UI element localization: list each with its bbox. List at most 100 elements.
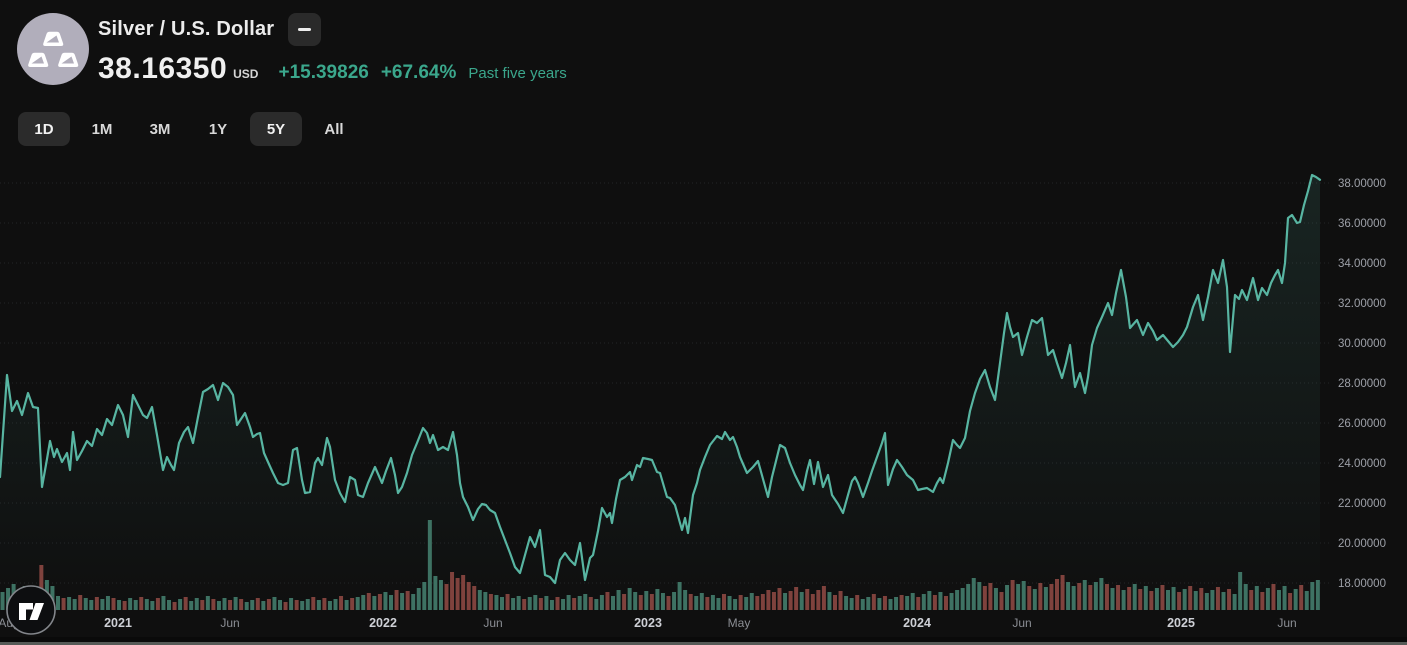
y-axis-label: 22.00000 [1338, 498, 1386, 510]
volume-bar [705, 597, 710, 610]
volume-bar [122, 601, 127, 610]
range-button-1m[interactable]: 1M [76, 112, 128, 146]
volume-bar [0, 592, 5, 610]
volume-bar [389, 595, 393, 610]
volume-bar [1143, 586, 1148, 610]
price-change-absolute: +15.39826 [278, 62, 369, 83]
volume-bar [1016, 584, 1021, 610]
volume-bar [183, 597, 188, 610]
volume-bar [988, 583, 993, 610]
volume-bar [916, 597, 921, 610]
volume-bar [866, 597, 871, 610]
volume-bar [1055, 579, 1059, 610]
volume-bar [1160, 585, 1165, 610]
range-button-all[interactable]: All [308, 112, 360, 146]
volume-bar [438, 580, 443, 610]
volume-bar [155, 598, 160, 610]
y-axis-label: 32.00000 [1338, 298, 1386, 310]
range-button-3m[interactable]: 3M [134, 112, 186, 146]
volume-bar [649, 594, 654, 610]
volume-bar [699, 593, 704, 610]
volume-bar [744, 597, 749, 610]
volume-bar [1121, 590, 1126, 610]
volume-bar [100, 599, 105, 610]
volume-bar [677, 582, 682, 610]
y-axis-label: 26.00000 [1338, 418, 1386, 430]
volume-bar [1249, 590, 1254, 610]
volume-bar [422, 582, 427, 610]
volume-bar [727, 596, 732, 610]
volume-bar [794, 587, 799, 610]
volume-bar [350, 598, 355, 610]
volume-bar [1177, 592, 1182, 610]
volume-bar [111, 598, 116, 610]
volume-bar [982, 586, 987, 610]
tradingview-logo[interactable] [5, 584, 57, 641]
volume-bar [178, 599, 183, 610]
volume-bar [1088, 585, 1093, 610]
volume-bar [266, 599, 271, 610]
x-axis-label: 2022 [369, 616, 397, 630]
remove-symbol-button[interactable] [288, 13, 322, 46]
volume-bar [1227, 589, 1232, 610]
volume-bar [1299, 585, 1304, 610]
volume-bar [999, 592, 1004, 610]
volume-bar [117, 600, 122, 610]
volume-bar [1077, 583, 1082, 610]
volume-bar [966, 584, 971, 610]
volume-bar [594, 599, 599, 610]
volume-bar [461, 575, 466, 610]
volume-bar [810, 594, 815, 610]
volume-bar [139, 597, 144, 610]
volume-bar [1060, 575, 1065, 610]
volume-bar [1049, 584, 1054, 610]
volume-bar [511, 598, 516, 610]
volume-bar [1166, 590, 1170, 610]
price-change-period: Past five years [468, 65, 567, 82]
range-button-1d[interactable]: 1D [18, 112, 70, 146]
volume-bar [921, 594, 926, 610]
volume-bar [6, 588, 11, 610]
volume-bar [1154, 588, 1159, 610]
volume-bar [827, 592, 832, 610]
y-axis-label: 28.00000 [1338, 378, 1386, 390]
volume-bar [333, 599, 338, 610]
volume-bar [1215, 587, 1220, 610]
silver-bars-icon [28, 31, 79, 67]
range-button-5y[interactable]: 5Y [250, 112, 302, 146]
volume-bar [1304, 591, 1309, 610]
volume-bar [1082, 580, 1087, 610]
volume-bar [355, 597, 360, 610]
volume-bar [133, 600, 138, 610]
volume-bar [400, 593, 405, 610]
volume-bar [72, 599, 77, 610]
y-axis-label: 20.00000 [1338, 538, 1386, 550]
volume-bar [833, 595, 837, 610]
currency-label: USD [233, 67, 259, 81]
volume-bar [383, 592, 388, 610]
volume-bar [788, 591, 793, 610]
volume-bar [144, 599, 149, 610]
volume-bar [971, 578, 976, 610]
range-button-1y[interactable]: 1Y [192, 112, 244, 146]
volume-bar [1277, 590, 1281, 610]
header: Silver / U.S. Dollar 38.16350 USD +15.39… [0, 0, 1407, 160]
volume-bar [150, 601, 155, 610]
y-axis-label: 30.00000 [1338, 338, 1386, 350]
volume-bar [611, 596, 615, 610]
volume-bar [216, 601, 221, 610]
x-axis-label: 2025 [1167, 616, 1195, 630]
volume-bar [83, 598, 88, 610]
price-change-percent: +67.64% [380, 62, 457, 83]
volume-bar [289, 598, 294, 610]
volume-bar [555, 597, 560, 610]
volume-bar [605, 592, 610, 610]
volume-bar [222, 598, 227, 610]
volume-bar [633, 592, 638, 610]
volume-bar [255, 598, 260, 610]
x-axis-label: Jun [220, 616, 239, 630]
x-axis-label: 2023 [634, 616, 662, 630]
volume-bar [322, 598, 327, 610]
volume-bar [716, 598, 721, 610]
